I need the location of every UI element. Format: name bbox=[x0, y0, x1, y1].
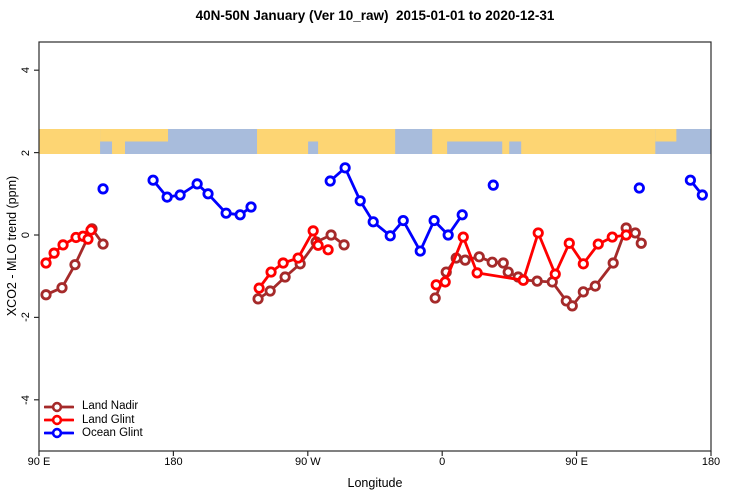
legend-label-land-nadir: Land Nadir bbox=[82, 400, 139, 413]
legend-item-land-nadir: Land Nadir bbox=[44, 400, 143, 413]
y-tick-label: -2 bbox=[20, 312, 32, 323]
y-tick-label: -4 bbox=[20, 394, 32, 405]
y-tick-label: 4 bbox=[20, 67, 32, 74]
x-tick-label: 90 W bbox=[294, 456, 321, 468]
legend-label-ocean-glint: Ocean Glint bbox=[82, 426, 143, 439]
x-tick-label: 180 bbox=[701, 456, 721, 468]
legend-item-ocean-glint: Ocean Glint bbox=[44, 427, 143, 440]
land-glint-marker-icon bbox=[44, 414, 74, 426]
legend: Land Nadir Land Glint Ocean Glint bbox=[44, 400, 143, 440]
legend-item-land-glint: Land Glint bbox=[44, 413, 143, 426]
chart-title: 40N-50N January (Ver 10_raw) 2015-01-01 … bbox=[195, 8, 555, 23]
x-tick-label: 0 bbox=[439, 456, 446, 468]
data-series-layer bbox=[40, 162, 708, 312]
plot-border-and-ticks bbox=[34, 41, 712, 456]
y-tick-label: 0 bbox=[20, 231, 32, 239]
x-tick-label: 180 bbox=[164, 456, 183, 468]
x-tick-label: 90 E bbox=[27, 456, 51, 468]
legend-label-land-glint: Land Glint bbox=[82, 413, 135, 426]
y-axis-title: XCO2 - MLO trend (ppm) bbox=[5, 175, 19, 317]
y-tick-label: 2 bbox=[20, 149, 32, 156]
x-tick-label: 90 E bbox=[565, 456, 588, 468]
land-nadir-marker-icon bbox=[44, 401, 74, 412]
x-axis-title: Longitude bbox=[347, 476, 403, 490]
world-map-band bbox=[39, 129, 711, 154]
ocean-glint-marker-icon bbox=[44, 428, 74, 439]
